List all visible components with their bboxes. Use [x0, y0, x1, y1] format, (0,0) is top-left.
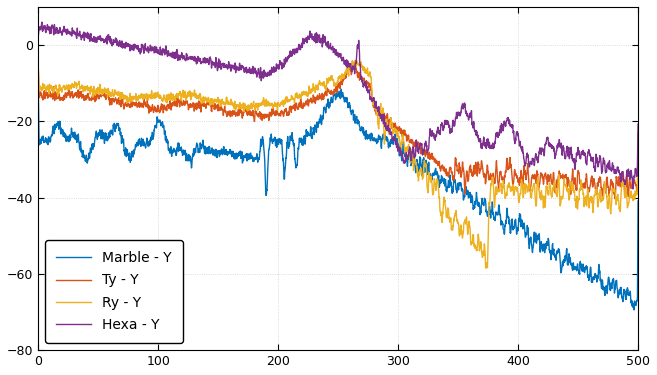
Hexa - Y: [103, 36, 111, 41]
Hexa - Y: [558, 152, 566, 156]
Marble - Y: [264, 156, 272, 160]
Marble - Y: [139, 143, 147, 147]
Ty - Y: [351, 58, 359, 63]
Line: Ty - Y: Ty - Y: [38, 60, 638, 201]
Marble - Y: [558, 266, 566, 270]
Ty - Y: [634, 132, 642, 137]
Hexa - Y: [290, 52, 298, 57]
Marble - Y: [623, 292, 631, 296]
Ty - Y: [139, 103, 147, 107]
Line: Hexa - Y: Hexa - Y: [38, 22, 638, 189]
Ty - Y: [623, 180, 631, 184]
Ry - Y: [34, 65, 42, 69]
Ry - Y: [348, 58, 356, 63]
Ty - Y: [102, 93, 110, 98]
Ry - Y: [623, 192, 631, 196]
Ry - Y: [558, 194, 566, 198]
Hexa - Y: [634, 122, 642, 126]
Ty - Y: [290, 103, 298, 107]
Ty - Y: [558, 175, 566, 180]
Marble - Y: [290, 147, 298, 152]
Ty - Y: [34, 68, 42, 72]
Ty - Y: [599, 198, 606, 203]
Ty - Y: [264, 113, 272, 117]
Ry - Y: [634, 130, 642, 135]
Ry - Y: [102, 90, 110, 95]
Line: Ry - Y: Ry - Y: [38, 61, 638, 268]
Marble - Y: [102, 136, 110, 140]
Line: Marble - Y: Marble - Y: [38, 89, 638, 310]
Hexa - Y: [629, 187, 637, 191]
Legend: Marble - Y, Ty - Y, Ry - Y, Hexa - Y: Marble - Y, Ty - Y, Ry - Y, Hexa - Y: [45, 240, 183, 343]
Ry - Y: [290, 99, 298, 103]
Marble - Y: [34, 88, 42, 93]
Marble - Y: [630, 308, 638, 312]
Hexa - Y: [38, 20, 46, 24]
Hexa - Y: [623, 172, 631, 177]
Marble - Y: [337, 87, 345, 92]
Ry - Y: [482, 266, 490, 270]
Ry - Y: [264, 103, 272, 107]
Hexa - Y: [265, 72, 273, 76]
Ry - Y: [139, 96, 147, 100]
Marble - Y: [634, 199, 642, 203]
Hexa - Y: [139, 42, 147, 47]
Hexa - Y: [34, 33, 42, 38]
